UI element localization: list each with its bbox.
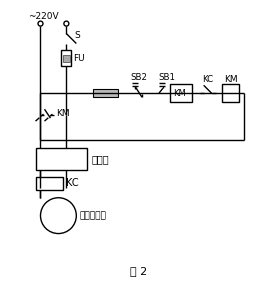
Text: KM: KM bbox=[225, 75, 238, 84]
Text: SB1: SB1 bbox=[158, 73, 175, 82]
Text: 控制器: 控制器 bbox=[91, 154, 109, 164]
Text: ~220V: ~220V bbox=[27, 12, 58, 21]
Text: KM: KM bbox=[173, 89, 186, 98]
Bar bbox=[222, 84, 240, 102]
Text: 图 2: 图 2 bbox=[130, 266, 147, 276]
Text: FU: FU bbox=[73, 54, 85, 63]
Bar bbox=[93, 89, 118, 97]
Text: 电磁离合器: 电磁离合器 bbox=[79, 211, 106, 220]
Bar bbox=[61, 50, 71, 67]
Text: KC: KC bbox=[66, 178, 79, 188]
Bar bbox=[35, 148, 87, 170]
Text: S: S bbox=[74, 31, 80, 40]
Bar bbox=[35, 177, 63, 190]
Bar bbox=[170, 84, 192, 102]
Bar bbox=[63, 56, 70, 62]
Text: SB2: SB2 bbox=[130, 73, 147, 82]
Text: KC: KC bbox=[202, 75, 213, 84]
Text: KM: KM bbox=[57, 109, 70, 118]
